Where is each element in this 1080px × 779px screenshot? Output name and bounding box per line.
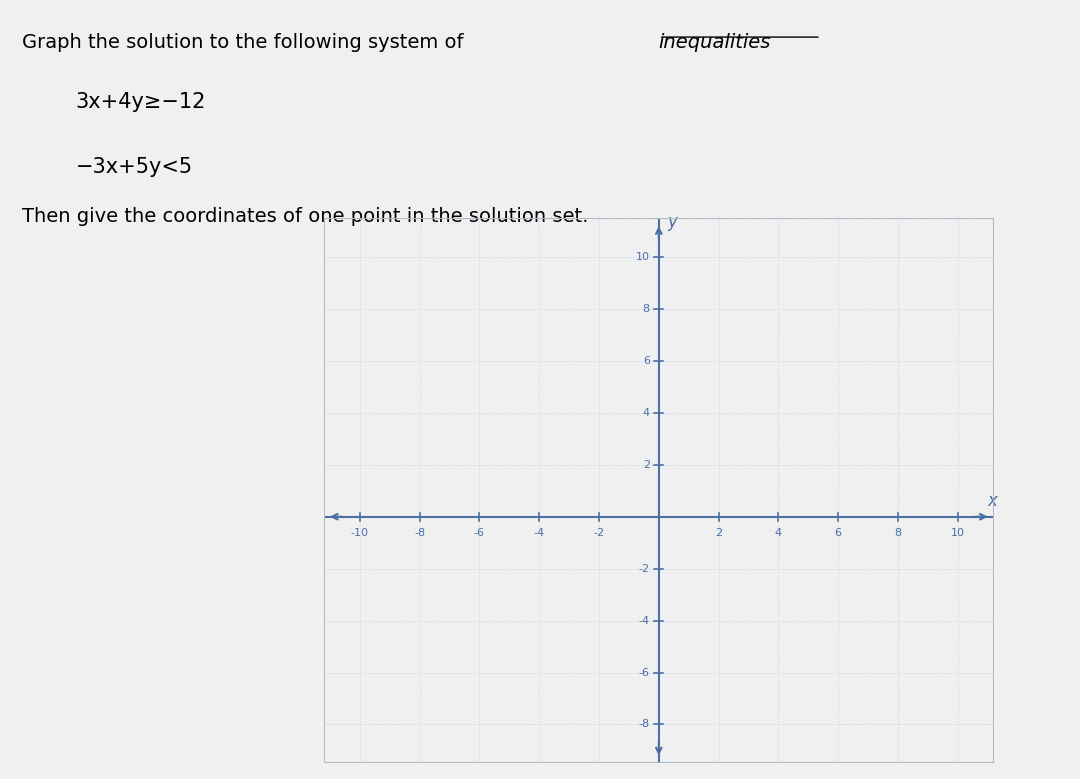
Text: -8: -8 (414, 528, 426, 538)
Text: x: x (987, 492, 997, 510)
Text: 6: 6 (643, 356, 650, 366)
Text: 2: 2 (715, 528, 723, 538)
Text: -2: -2 (593, 528, 605, 538)
Text: inequalities: inequalities (659, 33, 771, 51)
Text: 10: 10 (636, 252, 650, 262)
Text: 10: 10 (950, 528, 964, 538)
Text: -6: -6 (474, 528, 485, 538)
Text: -8: -8 (638, 720, 650, 729)
Text: 8: 8 (643, 304, 650, 314)
Text: 6: 6 (835, 528, 841, 538)
Text: -2: -2 (638, 564, 650, 573)
Text: 2: 2 (643, 460, 650, 470)
Text: -4: -4 (534, 528, 544, 538)
Text: 8: 8 (894, 528, 902, 538)
Text: Then give the coordinates of one point in the solution set.: Then give the coordinates of one point i… (22, 207, 588, 226)
Text: -10: -10 (351, 528, 369, 538)
Text: 3x+4y≥−12: 3x+4y≥−12 (76, 92, 206, 111)
Text: 4: 4 (774, 528, 782, 538)
Text: −3x+5y<5: −3x+5y<5 (76, 157, 192, 177)
Text: -4: -4 (638, 615, 650, 626)
Text: y: y (667, 213, 677, 231)
Text: -6: -6 (639, 668, 650, 678)
Text: 4: 4 (643, 408, 650, 418)
Text: Graph the solution to the following system of: Graph the solution to the following syst… (22, 33, 470, 51)
